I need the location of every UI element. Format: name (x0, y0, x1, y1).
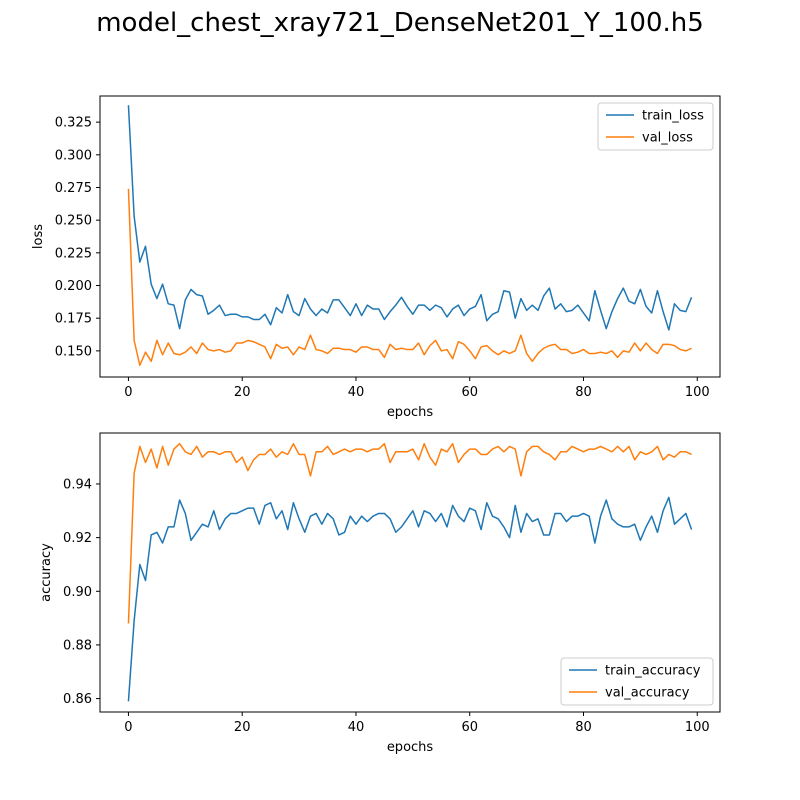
x-tick-label: 60 (461, 720, 478, 735)
y-axis-label: accuracy (39, 543, 54, 602)
figure-title: model_chest_xray721_DenseNet201_Y_100.h5 (96, 8, 704, 38)
x-tick-label: 40 (348, 385, 365, 400)
y-tick-label: 0.175 (55, 312, 92, 327)
legend-label: train_accuracy (605, 664, 701, 679)
series-line-val_loss (127, 188, 692, 366)
y-tick-label: 0.275 (55, 181, 92, 196)
legend-label: val_accuracy (605, 686, 690, 701)
legend-label: val_loss (642, 131, 693, 146)
subplot-accuracy: 0 20 40 60 80 100 0.86 0.88 0.90 0.92 0.94 epochs ac… (39, 432, 721, 755)
x-tick-label: 20 (234, 720, 251, 735)
x-tick-label: 60 (461, 385, 478, 400)
y-tick-label: 0.88 (63, 638, 92, 653)
x-tick-label: 20 (234, 385, 251, 400)
y-tick-label: 0.86 (63, 692, 92, 707)
subplot-loss: 0 20 40 60 80 100 0.150 0.175 0.200 0.225 0.250 0.2… (31, 95, 721, 420)
legend: train_loss val_loss (597, 102, 714, 151)
series-line-train_accuracy (127, 496, 693, 702)
x-tick-label: 0 (124, 720, 132, 735)
legend-box (560, 657, 714, 706)
y-tick-label: 0.325 (55, 116, 92, 131)
y-tick-label: 0.200 (55, 279, 92, 294)
y-tick-label: 0.94 (63, 477, 92, 492)
y-tick-label: 0.225 (55, 246, 92, 261)
series-line-train_loss (127, 105, 693, 331)
x-tick-label: 100 (685, 385, 710, 400)
y-tick-label: 0.250 (55, 214, 92, 229)
x-tick-label: 80 (575, 385, 592, 400)
y-axis-label: loss (31, 224, 46, 249)
plot-frame (99, 95, 721, 378)
plot-frame (99, 432, 721, 713)
series-line-val_accuracy (127, 442, 692, 624)
legend-label: train_loss (642, 109, 704, 124)
x-tick-label: 0 (124, 385, 132, 400)
x-tick-label: 100 (685, 720, 710, 735)
y-tick-label: 0.150 (55, 344, 92, 359)
y-tick-label: 0.90 (63, 585, 92, 600)
x-axis-label: epochs (387, 740, 434, 755)
y-tick-label: 0.92 (63, 531, 92, 546)
x-tick-label: 40 (348, 720, 365, 735)
x-tick-label: 80 (575, 720, 592, 735)
legend: train_accuracy val_accuracy (560, 657, 714, 706)
y-tick-label: 0.300 (55, 148, 92, 163)
x-axis-label: epochs (387, 405, 434, 420)
